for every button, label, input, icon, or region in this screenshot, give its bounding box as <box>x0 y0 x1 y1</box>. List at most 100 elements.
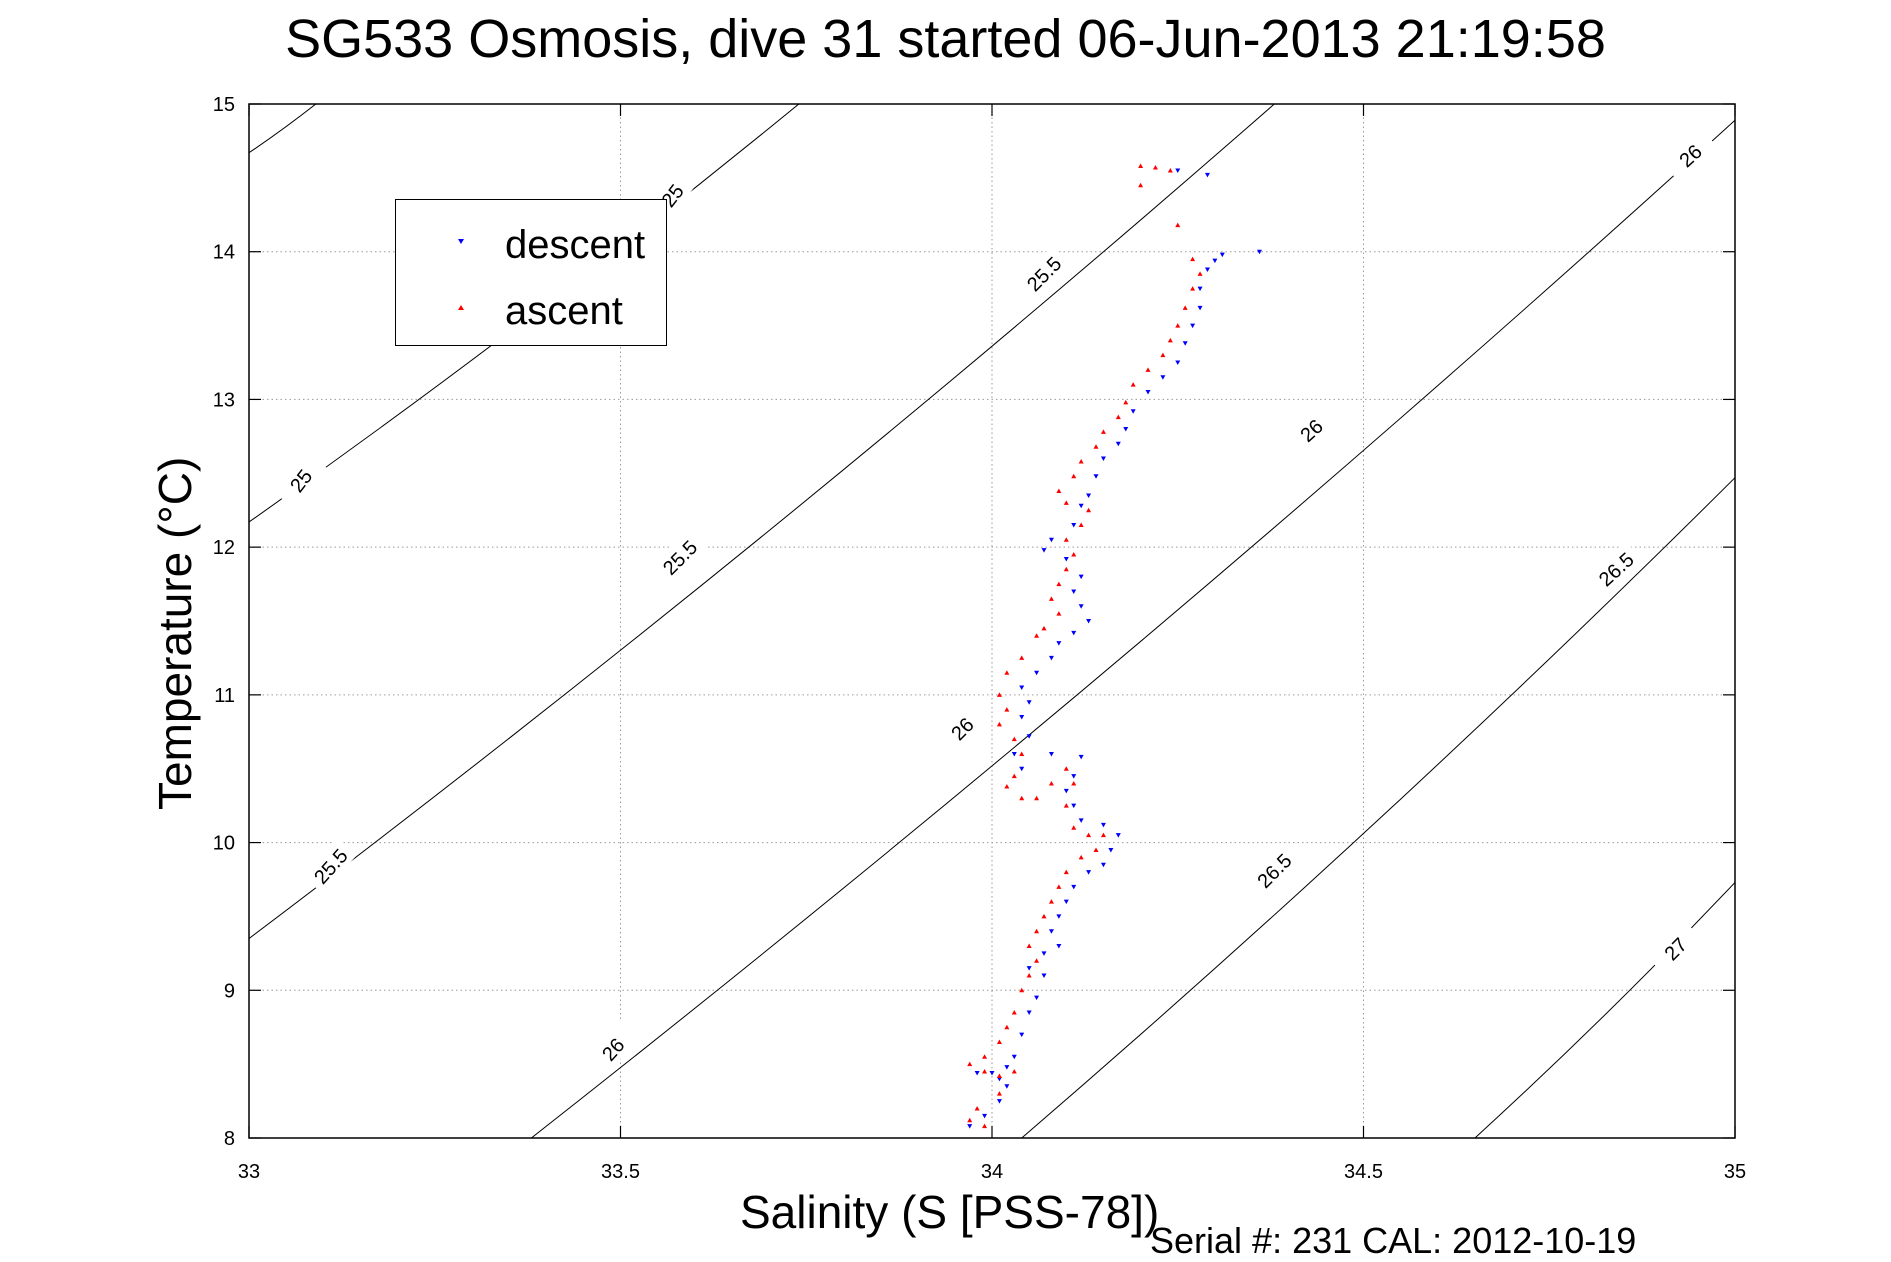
ascent-point <box>1026 943 1032 948</box>
y-tick-label: 12 <box>213 537 235 559</box>
descent-point <box>996 1076 1002 1082</box>
page-title: SG533 Osmosis, dive 31 started 06-Jun-20… <box>285 9 1606 69</box>
descent-point <box>1078 604 1084 609</box>
ascent-point <box>1130 382 1136 387</box>
descent-point <box>1145 390 1151 395</box>
ascent-point <box>1115 414 1121 420</box>
descent-point <box>1204 172 1210 178</box>
descent-point <box>1048 537 1054 543</box>
descent-point <box>1197 305 1203 311</box>
descent-point <box>1004 1065 1010 1070</box>
ascent-point <box>1056 884 1062 889</box>
descent-point <box>1130 409 1136 414</box>
descent-point <box>1197 286 1203 292</box>
ascent-point <box>1152 165 1158 170</box>
descent-point <box>996 1099 1002 1104</box>
descent-point <box>974 1071 980 1076</box>
legend-label-descent: descent <box>505 223 646 267</box>
descent-point <box>1063 899 1069 905</box>
x-tick-label: 34 <box>981 1161 1003 1183</box>
descent-point <box>982 1113 988 1119</box>
ascent-point <box>1063 869 1069 875</box>
descent-point <box>1086 870 1092 875</box>
ascent-point <box>1041 625 1047 631</box>
descent-point <box>1056 641 1062 646</box>
descent-point <box>1056 943 1062 949</box>
x-tick-label: 33 <box>238 1161 260 1183</box>
descent-point <box>1108 847 1114 853</box>
descent-point <box>989 1071 995 1076</box>
descent-point <box>1063 788 1069 794</box>
ascent-point <box>1004 707 1010 712</box>
descent-point <box>1019 766 1025 772</box>
x-tick-label: 34.5 <box>1344 1161 1383 1183</box>
descent-point <box>1034 995 1040 1001</box>
ascent-point <box>1078 522 1084 527</box>
contour-label-bg <box>1647 920 1703 976</box>
calibration-footer: Serial #: 231 CAL: 2012-10-19 <box>1150 1220 1637 1261</box>
legend-item-ascent: ascent <box>396 286 666 336</box>
descent-point <box>1071 803 1077 809</box>
ascent-point <box>1056 611 1062 616</box>
descent-point <box>1041 951 1047 956</box>
ascent-point <box>1197 271 1203 276</box>
descent-point <box>1100 862 1106 868</box>
y-tick-label: 15 <box>213 94 235 116</box>
descent-point <box>1078 574 1084 580</box>
descent-point <box>1093 474 1099 479</box>
contour-label-bg <box>1015 245 1071 301</box>
descent-point <box>1048 751 1054 757</box>
ascent-point <box>1048 596 1054 601</box>
density-contours <box>249 104 1735 1138</box>
ascent-point <box>1004 783 1010 789</box>
ascent-point <box>1034 633 1040 638</box>
contour-label-bg <box>651 529 707 585</box>
descent-point <box>1100 822 1106 828</box>
ascent-point <box>1063 766 1069 771</box>
ascent-point <box>1004 1024 1010 1030</box>
ascent-point <box>996 1091 1002 1096</box>
descent-point <box>1160 375 1166 380</box>
contour-label-bg <box>933 700 990 756</box>
descent-point <box>1115 833 1121 838</box>
x-axis-ticks: 33 33.5 34 34.5 35 <box>238 104 1746 1183</box>
y-tick-label: 9 <box>224 980 235 1002</box>
descent-point <box>1071 522 1077 528</box>
ascent-point <box>1138 182 1144 188</box>
y-tick-label: 8 <box>224 1128 235 1150</box>
descent-point <box>1048 929 1054 934</box>
descent-point <box>1019 1032 1025 1038</box>
isopycnal-line <box>249 104 1275 939</box>
descent-point <box>1004 1084 1010 1089</box>
descent-point <box>1056 914 1062 919</box>
ascent-point <box>1041 913 1047 919</box>
y-tick-label: 14 <box>213 242 235 264</box>
descent-point <box>1071 774 1077 779</box>
contour-label-bg <box>1282 402 1339 457</box>
ascent-point <box>967 1117 973 1123</box>
descent-point <box>1071 589 1077 594</box>
ascent-point <box>1071 780 1077 786</box>
descent-point <box>1100 456 1106 462</box>
x-axis-label: Salinity (S [PSS-78]) <box>740 1186 1160 1238</box>
ascent-point <box>982 1123 988 1129</box>
ascent-point <box>1063 566 1069 572</box>
ascent-point <box>1175 323 1181 328</box>
descent-point <box>1175 168 1181 173</box>
descent-point <box>1019 715 1025 720</box>
descent-point <box>1256 249 1262 255</box>
ascent-point <box>982 1069 988 1074</box>
x-tick-label: 35 <box>1724 1161 1746 1183</box>
ascent-point <box>967 1061 973 1067</box>
ascent-point <box>996 692 1002 697</box>
ascent-point <box>1086 832 1092 838</box>
ascent-point <box>1100 429 1106 434</box>
descent-point <box>1026 1010 1032 1015</box>
ascent-point <box>1026 973 1032 978</box>
descent-point <box>1071 884 1077 890</box>
ascent-point <box>1063 500 1069 505</box>
y-axis-ticks: 8 9 10 11 12 13 14 15 <box>213 94 1735 1150</box>
ascent-point <box>1093 444 1099 449</box>
descent-point <box>1078 818 1084 823</box>
contour-label-bg <box>1587 541 1644 596</box>
